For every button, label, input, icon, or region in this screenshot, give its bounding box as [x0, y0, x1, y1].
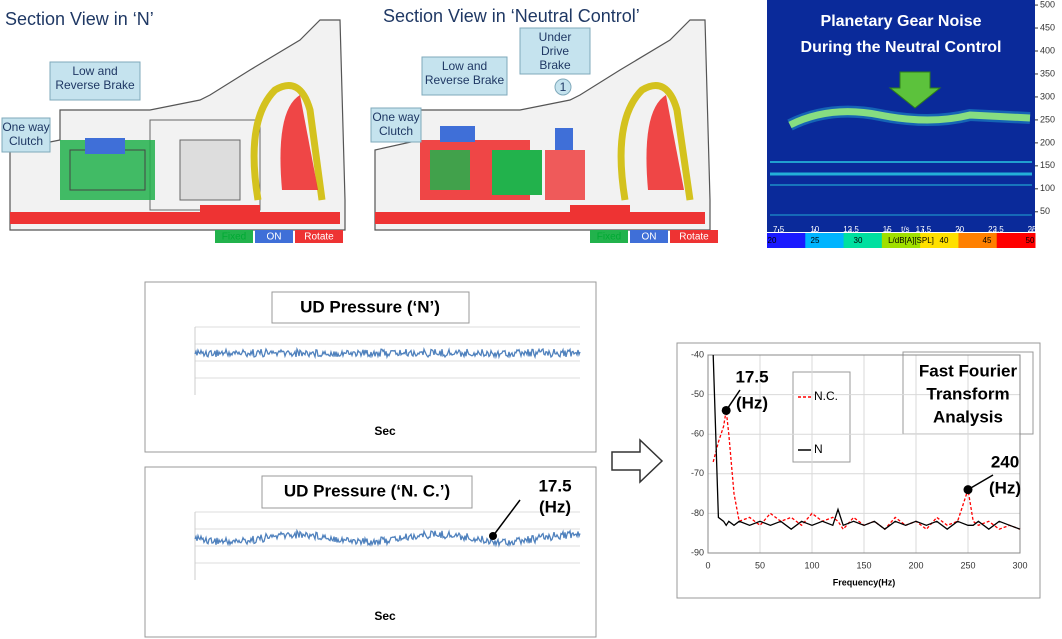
part-label: Clutch — [379, 124, 413, 138]
y-tick-label: 500 — [1040, 0, 1055, 9]
y-tick-label: -40 — [691, 349, 704, 359]
x-tick-label: 300 — [1012, 560, 1027, 570]
x-tick-label: 17.5 — [916, 225, 932, 234]
chart-title: Analysis — [933, 407, 1003, 426]
legend-label: N.C. — [814, 389, 838, 403]
colorbar-tick-label: 50 — [1026, 236, 1035, 245]
colorbar-tick-label: 45 — [983, 236, 992, 245]
y-tick-label: 100 — [1040, 183, 1055, 193]
x-axis-label: t/s — [901, 225, 909, 234]
chart-title: UD Pressure (‘N. C.’) — [284, 481, 450, 500]
part-label: Clutch — [9, 134, 43, 148]
y-tick-label: -60 — [691, 429, 704, 439]
x-tick-label: 22.5 — [988, 225, 1004, 234]
colorbar-tick-label: 25 — [811, 236, 820, 245]
annotation: (Hz) — [539, 497, 571, 516]
part-label: Low and — [442, 59, 487, 73]
flow-arrow — [612, 440, 662, 482]
chart-title: Transform — [926, 384, 1009, 403]
y-tick-label: -50 — [691, 389, 704, 399]
x-axis-label: Frequency(Hz) — [833, 577, 896, 587]
part-label: One way — [2, 120, 49, 134]
part-label: One way — [372, 110, 419, 124]
y-tick-label: 400 — [1040, 45, 1055, 55]
x-tick-label: 20 — [955, 225, 964, 234]
y-tick-label: 150 — [1040, 160, 1055, 170]
x-tick-label: 12.5 — [843, 225, 859, 234]
annotation: 240 — [991, 452, 1019, 471]
part-label: Drive — [541, 44, 569, 58]
section-title: Section View in ‘Neutral Control’ — [383, 6, 640, 26]
spectrogram-title: During the Neutral Control — [801, 39, 1002, 56]
x-tick-label: 250 — [960, 560, 975, 570]
page: Section View in ‘N’Low andReverse BrakeO… — [0, 0, 1062, 639]
x-tick-label: 10 — [810, 225, 819, 234]
y-tick-label: 50 — [1040, 206, 1050, 216]
y-tick-label: -80 — [691, 508, 704, 518]
y-tick-label: -90 — [691, 547, 704, 557]
part-label: Reverse Brake — [55, 78, 135, 92]
legend-label: N — [814, 442, 823, 456]
x-axis-label: Sec — [374, 609, 396, 623]
y-tick-label: 200 — [1040, 137, 1055, 147]
legend-label: Rotate — [679, 232, 709, 243]
y-tick-label: -70 — [691, 468, 704, 478]
part-label: Under — [539, 30, 572, 44]
marker-label: 1 — [560, 80, 567, 94]
x-tick-label: 0 — [705, 560, 710, 570]
chart-title: UD Pressure (‘N’) — [300, 297, 440, 316]
section-diagram-n — [10, 20, 345, 230]
x-axis-label: Sec — [374, 424, 396, 438]
y-tick-label: 250 — [1040, 114, 1055, 124]
colorbar-tick-label: 40 — [940, 236, 949, 245]
legend-label: Fixed — [597, 232, 621, 243]
part-label: Reverse Brake — [425, 73, 505, 87]
annotation-dot — [489, 532, 497, 540]
x-tick-label: 200 — [908, 560, 923, 570]
x-tick-label: 15 — [883, 225, 892, 234]
part-label: Low and — [72, 64, 117, 78]
section-title: Section View in ‘N’ — [5, 9, 154, 29]
legend-label: ON — [267, 232, 282, 243]
y-tick-label: 450 — [1040, 22, 1055, 32]
part-label: Brake — [539, 58, 571, 72]
annotation: 17.5 — [538, 476, 571, 495]
legend-label: ON — [642, 232, 657, 243]
annotation: 17.5 — [735, 367, 768, 386]
x-tick-label: 150 — [856, 560, 871, 570]
annotation-dot — [722, 406, 731, 415]
chart-title: Fast Fourier — [919, 361, 1018, 380]
colorbar-label: L/dB[A][SPL] — [888, 236, 934, 245]
annotation: (Hz) — [989, 478, 1021, 497]
colorbar-tick-label: 20 — [768, 236, 777, 245]
y-tick-label: 300 — [1040, 91, 1055, 101]
x-tick-label: 7.5 — [773, 225, 785, 234]
spectrogram-title: Planetary Gear Noise — [821, 13, 982, 30]
x-tick-label: 25 — [1028, 225, 1037, 234]
legend-label: Fixed — [222, 232, 246, 243]
spectrogram-image — [767, 0, 1035, 232]
colorbar-tick-label: 30 — [854, 236, 863, 245]
x-tick-label: 50 — [755, 560, 765, 570]
colorbar-segment — [844, 233, 883, 248]
y-tick-label: 350 — [1040, 68, 1055, 78]
figure: Section View in ‘N’Low andReverse BrakeO… — [0, 0, 1062, 639]
annotation-dot — [964, 485, 973, 494]
annotation: (Hz) — [736, 393, 768, 412]
x-tick-label: 100 — [804, 560, 819, 570]
legend-label: Rotate — [304, 232, 334, 243]
